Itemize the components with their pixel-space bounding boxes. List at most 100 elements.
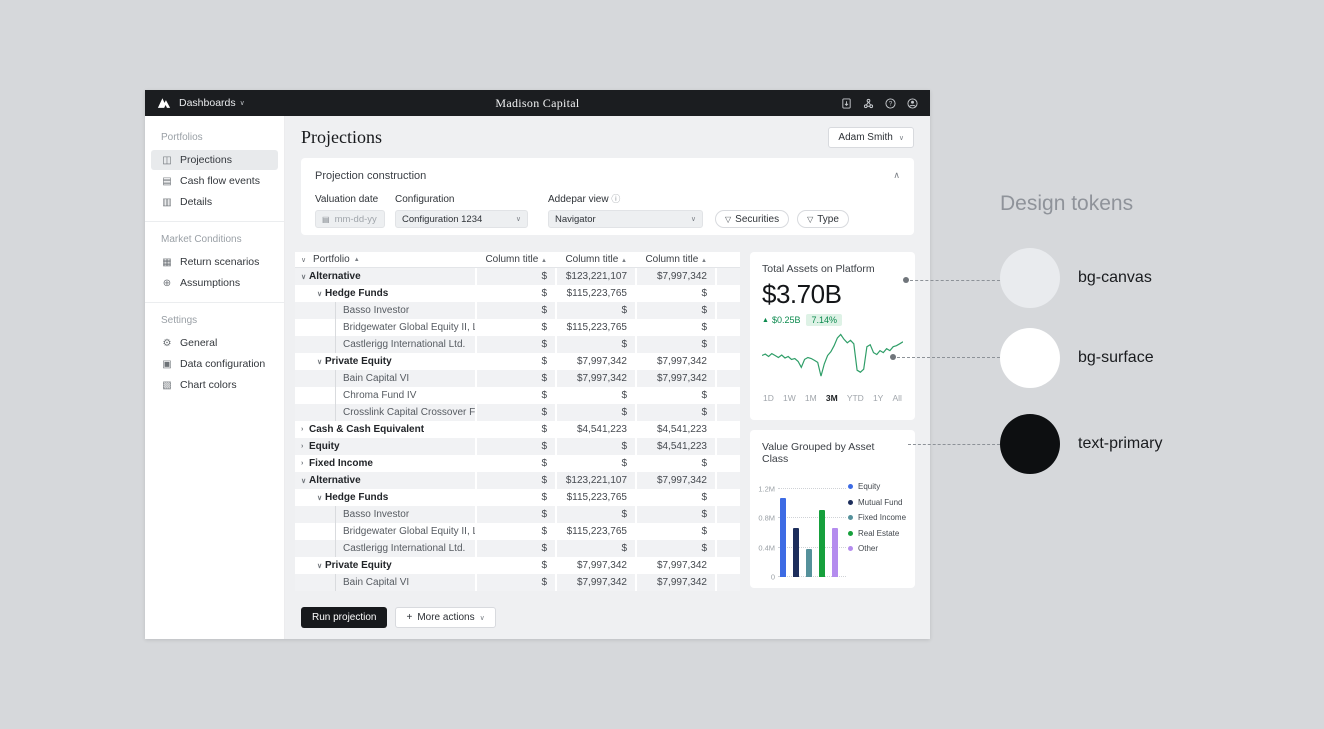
help-icon[interactable]: ?	[885, 97, 896, 109]
collapse-row-icon[interactable]: ∨	[301, 477, 307, 485]
collapse-row-icon[interactable]: ∨	[317, 358, 323, 366]
configuration-select[interactable]: Configuration 1234 ∨	[395, 210, 528, 228]
range-1w[interactable]: 1W	[783, 393, 796, 403]
table-row[interactable]: Castlerigg International Ltd. $ $ $	[295, 540, 740, 557]
cell-value: $123,221,107	[555, 268, 635, 285]
sidebar-item-cash-flow-events[interactable]: ▤ Cash flow events	[151, 171, 278, 191]
sidebar-item-details[interactable]: ▥ Details	[151, 192, 278, 212]
column-header[interactable]: Column title ▲	[645, 254, 707, 265]
cell-value: $	[635, 302, 715, 319]
tree-guide-line	[335, 506, 336, 523]
table-row[interactable]: › Cash & Cash Equivalent $ $4,541,223 $4,541…	[295, 421, 740, 438]
cell-value: $4,541,223	[635, 438, 715, 455]
legend-item: Real Estate	[848, 526, 906, 542]
table-row[interactable]: Bridgewater Global Equity II, LP $ $115,22…	[295, 523, 740, 540]
table-row[interactable]: Castlerigg International Ltd. $ $ $	[295, 336, 740, 353]
collapse-panel-icon[interactable]: ∧	[893, 170, 900, 180]
portfolio-header[interactable]: Portfolio	[313, 254, 350, 265]
gear-icon: ⚙	[162, 337, 172, 349]
cell-empty	[715, 404, 740, 421]
valuation-date-input[interactable]: ▤ mm-dd-yy	[315, 210, 385, 228]
table-row[interactable]: ∨ Private Equity $ $7,997,342 $7,997,342	[295, 557, 740, 574]
filter-pill-securities[interactable]: ▽ Securities	[715, 210, 790, 228]
filter-icon: ▽	[725, 214, 732, 224]
cell-value: $	[475, 574, 555, 591]
range-all[interactable]: All	[892, 393, 902, 403]
run-projection-button[interactable]: Run projection	[301, 607, 388, 628]
cell-value: $	[475, 540, 555, 557]
table-row[interactable]: Bain Capital VI $ $7,997,342 $7,997,342	[295, 370, 740, 387]
sidebar-section-label: Market Conditions	[161, 234, 242, 245]
table-row[interactable]: Basso Investor $ $ $	[295, 506, 740, 523]
cell-value: $7,997,342	[635, 353, 715, 370]
range-ytd[interactable]: YTD	[846, 393, 864, 403]
table-row[interactable]: ∨ Hedge Funds $ $115,223,765 $	[295, 489, 740, 506]
collapse-row-icon[interactable]: ∨	[317, 562, 323, 570]
table-row[interactable]: Chroma Fund IV $ $ $	[295, 387, 740, 404]
column-header[interactable]: Column title ▲	[485, 254, 547, 265]
y-tick-label: 0	[770, 572, 775, 582]
chevron-down-icon: ∨	[690, 216, 696, 223]
cell-empty	[715, 489, 740, 506]
range-1y[interactable]: 1Y	[872, 393, 884, 403]
expand-row-icon[interactable]: ›	[301, 460, 304, 467]
table-row[interactable]: ∨ Alternative $ $123,221,107 $7,997,342	[295, 268, 740, 285]
plus-icon: +	[406, 612, 413, 623]
table-row[interactable]: Bain Capital VI $ $7,997,342 $7,997,342	[295, 574, 740, 591]
table-row[interactable]: ∨ Private Equity $ $7,997,342 $7,997,342	[295, 353, 740, 370]
filter-pill-type[interactable]: ▽ Type	[797, 210, 849, 228]
table-row[interactable]: › Fixed Income $ $ $	[295, 455, 740, 472]
collapse-row-icon[interactable]: ∨	[317, 290, 323, 298]
table-row[interactable]: › Equity $ $ $4,541,223	[295, 438, 740, 455]
page-title: Projections	[301, 127, 382, 147]
tree-guide-line	[335, 336, 336, 353]
table-row[interactable]: ∨ Hedge Funds $ $115,223,765 $	[295, 285, 740, 302]
sidebar-item-assumptions[interactable]: ⊕ Assumptions	[151, 273, 278, 293]
svg-text:?: ?	[889, 100, 893, 107]
cell-value: $	[635, 506, 715, 523]
export-icon[interactable]	[841, 97, 852, 109]
collapse-all-icon[interactable]: ∨	[301, 256, 307, 264]
range-1d[interactable]: 1D	[763, 393, 774, 403]
sidebar-item-chart-colors[interactable]: ▧ Chart colors	[151, 375, 278, 395]
cell-value: $	[555, 404, 635, 421]
user-dropdown[interactable]: Adam Smith ∨	[828, 127, 914, 148]
sidebar-section-label: Portfolios	[161, 132, 203, 143]
integrations-icon[interactable]	[863, 98, 874, 109]
expand-row-icon[interactable]: ›	[301, 426, 304, 433]
cell-value: $	[475, 404, 555, 421]
sort-icon[interactable]: ▲	[353, 256, 360, 263]
cell-value: $	[635, 404, 715, 421]
table-row[interactable]: Crosslink Capital Crossover Fund V$$$	[295, 404, 740, 421]
dashboards-menu[interactable]: Dashboards ∨	[179, 97, 245, 109]
table-row[interactable]: Basso Investor $ $ $	[295, 302, 740, 319]
cell-value: $7,997,342	[555, 574, 635, 591]
sidebar-item-label: General	[180, 337, 218, 349]
more-actions-button[interactable]: + More actions ∨	[395, 607, 496, 628]
sidebar-item-data-configuration[interactable]: ▣ Data configuration	[151, 354, 278, 374]
sidebar-item-label: Return scenarios	[180, 256, 260, 268]
cell-value: $7,997,342	[635, 557, 715, 574]
account-icon[interactable]	[907, 97, 918, 109]
filter-pill-label: Type	[817, 213, 839, 225]
addepar-view-select[interactable]: Navigator ∨	[548, 210, 703, 228]
cell-value: $	[635, 387, 715, 404]
sidebar-item-projections[interactable]: ◫ Projections	[151, 150, 278, 170]
table-row[interactable]: ∨ Alternative $ $123,221,107 $7,997,342	[295, 472, 740, 489]
y-tick-label: 1.2M	[758, 484, 775, 494]
sidebar-item-return-scenarios[interactable]: ▦ Return scenarios	[151, 252, 278, 272]
collapse-row-icon[interactable]: ∨	[301, 273, 307, 281]
collapse-row-icon[interactable]: ∨	[317, 494, 323, 502]
globe-icon: ⊕	[162, 277, 172, 289]
range-1m[interactable]: 1M	[804, 393, 817, 403]
column-header[interactable]: Column title ▲	[565, 254, 627, 265]
cell-value: $	[475, 523, 555, 540]
range-3m[interactable]: 3M	[825, 393, 838, 403]
table-row[interactable]: Bridgewater Global Equity II, LP $ $115,22…	[295, 319, 740, 336]
cell-value: $	[475, 370, 555, 387]
chevron-down-icon: ∨	[239, 100, 245, 107]
token-label-bg-surface: bg-surface	[1078, 349, 1154, 366]
expand-row-icon[interactable]: ›	[301, 443, 304, 450]
sidebar-item-general[interactable]: ⚙ General	[151, 333, 278, 353]
legend-dot-icon	[848, 484, 853, 490]
